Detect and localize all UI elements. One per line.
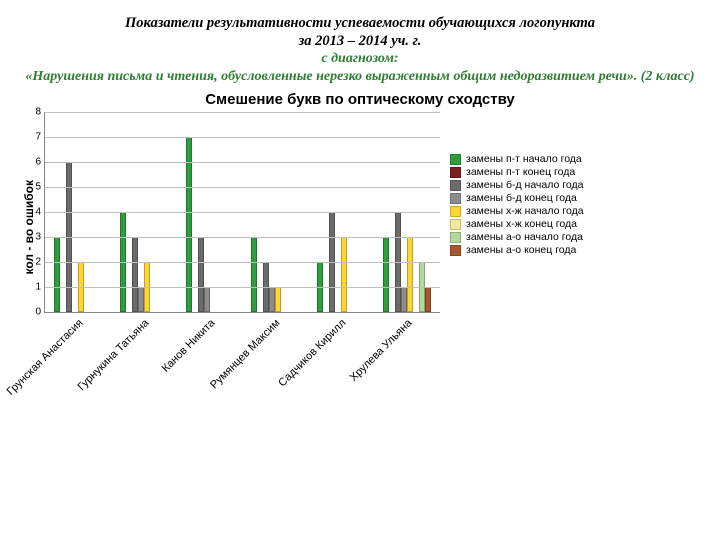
- grid-line: [45, 262, 440, 263]
- grid-line: [45, 237, 440, 238]
- legend-item: замены б-д конец года: [450, 192, 584, 204]
- legend-label: замены п-т начало года: [466, 153, 582, 165]
- legend-item: замены п-т конец года: [450, 166, 584, 178]
- legend-label: замены б-д начало года: [466, 179, 583, 191]
- chart-title: Смешение букв по оптическому сходству: [20, 91, 700, 108]
- legend-swatch: [450, 167, 461, 178]
- heading-line-4: «Нарушения письма и чтения, обусловленны…: [20, 68, 700, 86]
- y-tick-label: 2: [27, 257, 41, 268]
- legend-swatch: [450, 180, 461, 191]
- legend-swatch: [450, 154, 461, 165]
- grid-line: [45, 162, 440, 163]
- legend-item: замены х-ж начало года: [450, 205, 584, 217]
- bar: [275, 287, 281, 312]
- legend-item: замены п-т начало года: [450, 153, 584, 165]
- heading-line-1: Показатели результативности успеваемости…: [20, 14, 700, 32]
- legend-item: замены а-о начало года: [450, 231, 584, 243]
- legend: замены п-т начало годазамены п-т конец г…: [450, 152, 584, 257]
- bar: [204, 287, 210, 312]
- bar: [54, 237, 60, 312]
- y-tick-label: 3: [27, 232, 41, 243]
- slide: Показатели результативности успеваемости…: [0, 0, 720, 540]
- grid-line: [45, 287, 440, 288]
- grid-line: [45, 112, 440, 113]
- grid-line: [45, 137, 440, 138]
- y-tick-label: 8: [27, 107, 41, 118]
- x-axis-labels: Грунская АнастасияГурнукина ТатьянаКанов…: [44, 313, 439, 403]
- grid-line: [45, 212, 440, 213]
- bar: [425, 287, 431, 312]
- legend-label: замены б-д конец года: [466, 192, 577, 204]
- plot-column: 012345678 Грунская АнастасияГурнукина Та…: [38, 112, 440, 403]
- legend-label: замены а-о конец года: [466, 244, 576, 256]
- x-tick-label: Хрулева Ульяна: [373, 313, 439, 403]
- legend-label: замены п-т конец года: [466, 166, 575, 178]
- grid-line: [45, 187, 440, 188]
- bar: [407, 237, 413, 312]
- legend-item: замены б-д начало года: [450, 179, 584, 191]
- legend-swatch: [450, 193, 461, 204]
- plot-area: 012345678: [44, 112, 440, 313]
- y-tick-label: 5: [27, 182, 41, 193]
- heading-line-2: за 2013 – 2014 уч. г.: [20, 32, 700, 50]
- heading-line-3: с диагнозом:: [20, 50, 700, 68]
- y-tick-label: 1: [27, 282, 41, 293]
- legend-swatch: [450, 245, 461, 256]
- bar: [251, 237, 257, 312]
- legend-swatch: [450, 232, 461, 243]
- legend-swatch: [450, 206, 461, 217]
- y-tick-label: 6: [27, 157, 41, 168]
- y-tick-label: 4: [27, 207, 41, 218]
- legend-swatch: [450, 219, 461, 230]
- legend-item: замены а-о конец года: [450, 244, 584, 256]
- bar: [186, 137, 192, 312]
- chart: кол - во ошибок 012345678 Грунская Анаст…: [20, 112, 700, 403]
- y-tick-label: 0: [27, 307, 41, 318]
- legend-label: замены х-ж конец года: [466, 218, 577, 230]
- y-tick-label: 7: [27, 132, 41, 143]
- heading-block: Показатели результативности успеваемости…: [20, 14, 700, 85]
- legend-label: замены х-ж начало года: [466, 205, 584, 217]
- legend-item: замены х-ж конец года: [450, 218, 584, 230]
- legend-label: замены а-о начало года: [466, 231, 583, 243]
- bar: [383, 237, 389, 312]
- bar: [341, 237, 347, 312]
